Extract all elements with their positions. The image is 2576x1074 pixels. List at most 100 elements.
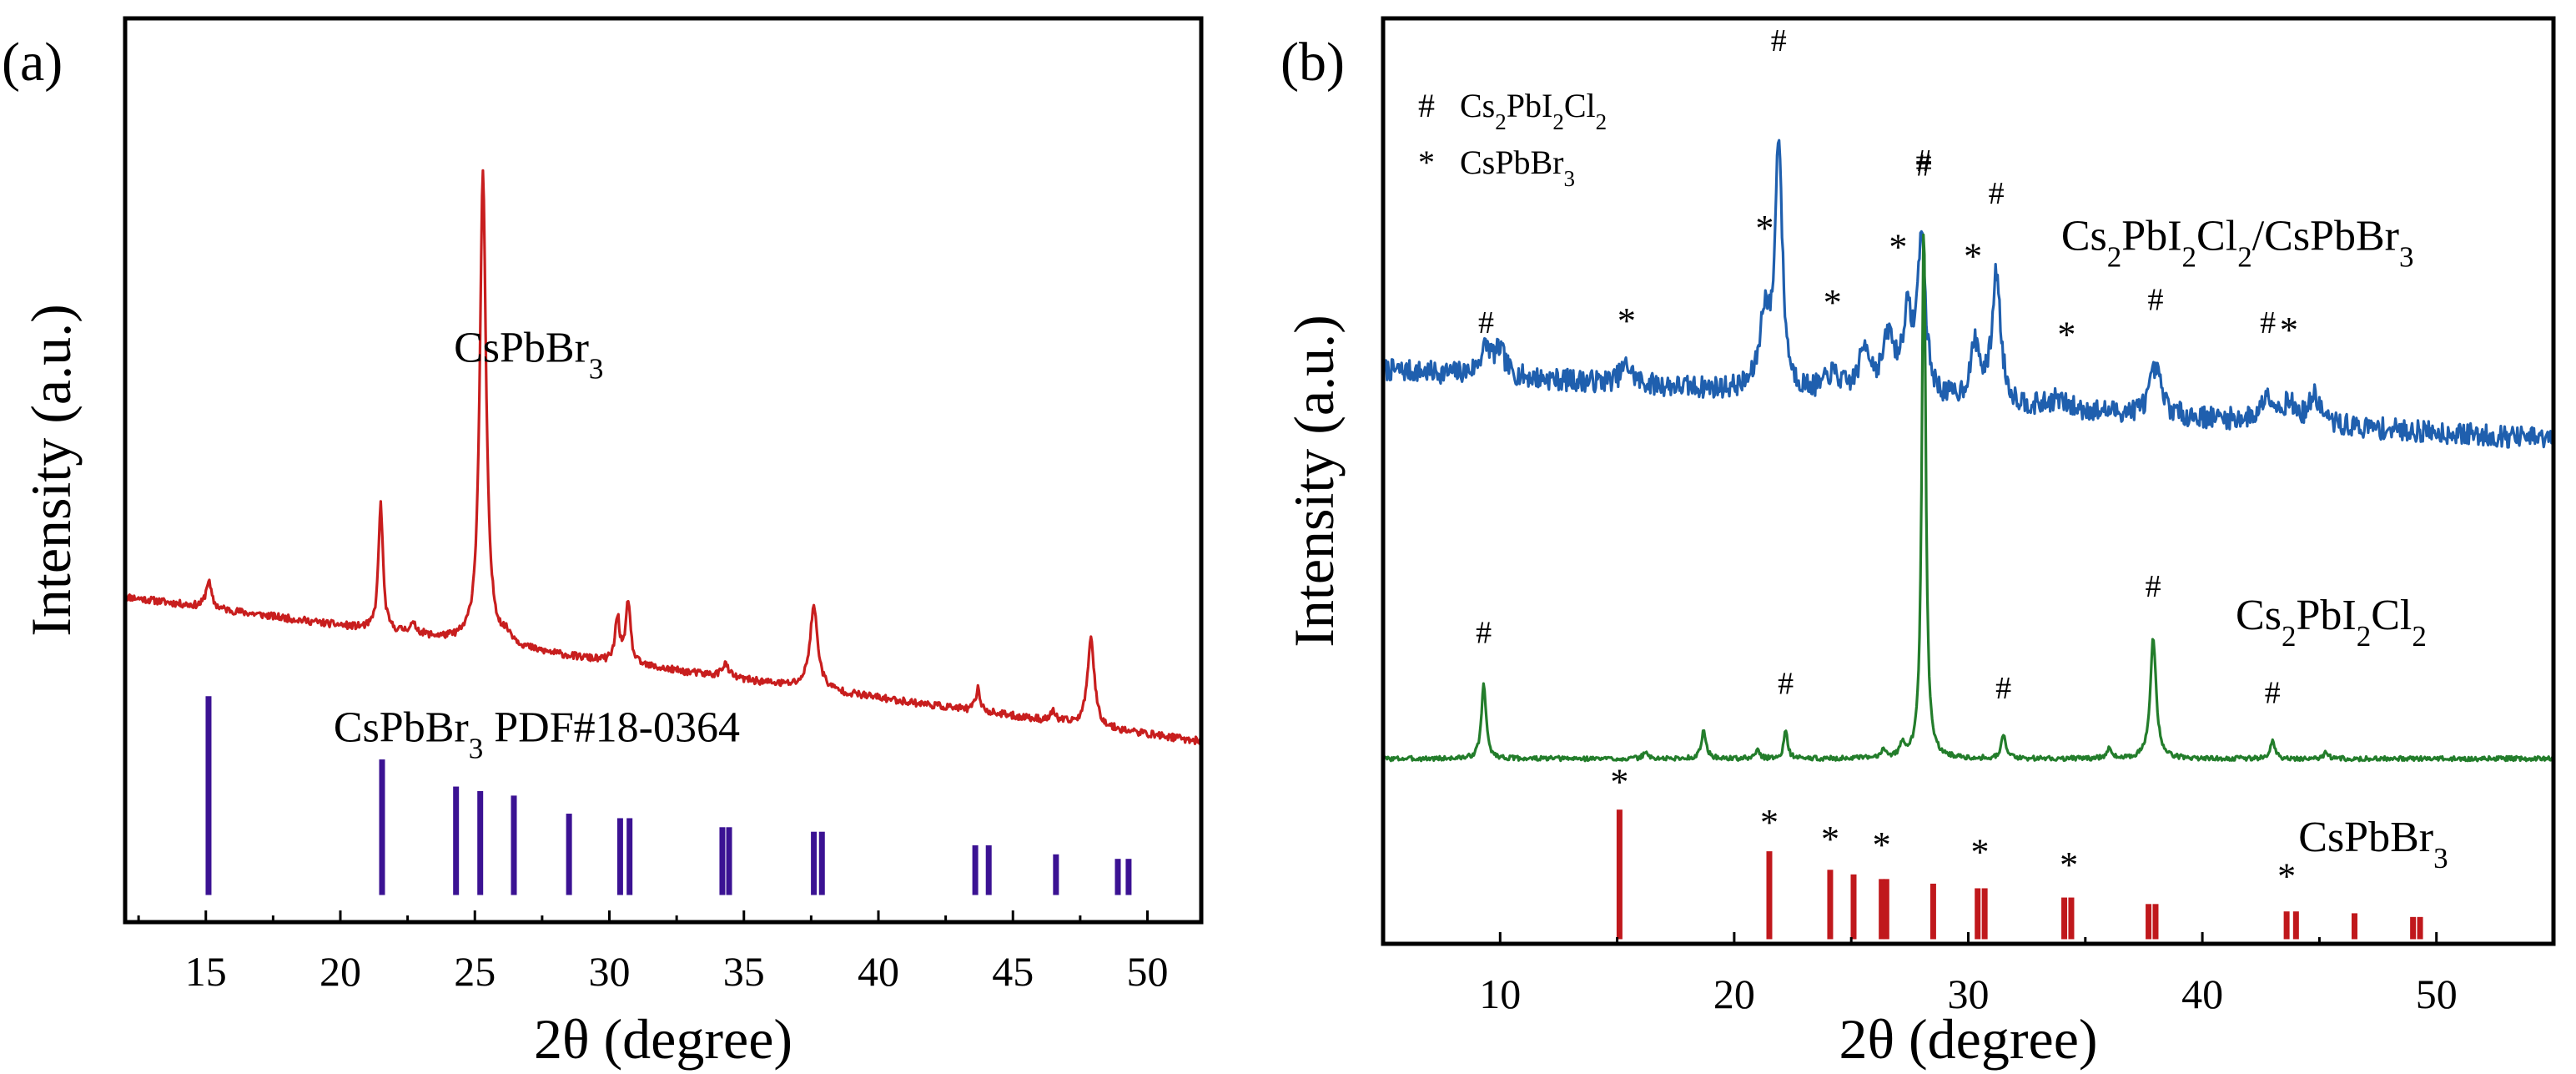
reference-stick — [1850, 874, 1857, 940]
reference-stick — [566, 814, 572, 895]
x-tick-label: 25 — [454, 948, 496, 995]
x-tick-label: 35 — [723, 948, 765, 995]
legend-symbol: * — [1418, 144, 1435, 181]
reference-stick — [2410, 916, 2417, 940]
panel-label: (a) — [2, 32, 63, 93]
reference-stick — [2068, 897, 2075, 940]
star-marker: * — [2057, 315, 2075, 355]
reference-stick — [453, 786, 460, 895]
pattern-line — [124, 169, 1203, 745]
star-marker: * — [2060, 845, 2078, 885]
reference-stick — [2152, 904, 2159, 940]
star-marker: * — [2280, 310, 2298, 350]
x-tick-label: 40 — [2181, 971, 2223, 1017]
reference-stick — [985, 845, 992, 895]
reference-stick — [2283, 911, 2290, 940]
star-marker: * — [1821, 819, 1839, 860]
hash-marker: # — [1989, 176, 2005, 211]
panel-label: (b) — [1280, 32, 1345, 93]
reference-stick — [1053, 854, 1059, 895]
reference-stick — [1929, 883, 1936, 940]
star-marker: * — [1889, 226, 1907, 267]
x-tick-label: 30 — [1948, 971, 1990, 1017]
reference-stick — [2061, 897, 2068, 940]
hash-marker: # — [1916, 144, 1932, 179]
star-marker: * — [1971, 832, 1990, 873]
hash-marker: # — [2265, 676, 2281, 711]
series-cs2pbi2cl2-pattern: # # # # # # — [1381, 144, 2555, 763]
hash-marker: # — [1771, 23, 1787, 58]
x-axis: 10 20 30 40 50 — [1381, 932, 2555, 1017]
reference-stick — [1125, 859, 1132, 895]
reference-stick — [818, 831, 825, 895]
x-tick-label: 45 — [992, 948, 1034, 995]
reference-stick — [1975, 888, 1981, 940]
legend-label-cspbbr3: CsPbBr3 — [1460, 144, 1575, 191]
pattern-line — [1381, 139, 2555, 449]
star-marker: * — [1964, 235, 1982, 276]
reference-stick — [2351, 913, 2357, 940]
star-marker: * — [1610, 761, 1628, 802]
legend-label-cs2pbi2cl2: Cs2PbI2Cl2 — [1460, 87, 1607, 134]
reference-stick — [205, 696, 212, 895]
y-axis-label: Intensity (a.u.) — [19, 304, 83, 636]
x-tick-label: 40 — [858, 948, 899, 995]
hash-marker: # — [2146, 569, 2161, 604]
star-marker: * — [1824, 282, 1842, 323]
x-axis-label: 2θ (degree) — [534, 1007, 792, 1071]
axes-frame — [123, 16, 1204, 925]
hash-marker: # — [2260, 305, 2276, 340]
x-tick-label: 20 — [319, 948, 361, 995]
star-marker: * — [1618, 300, 1636, 341]
reference-stick — [1114, 859, 1121, 895]
reference-stick — [511, 795, 517, 895]
series-cspbbr3-pdf-18-0364-reference — [205, 696, 1132, 895]
x-tick-label: 10 — [1479, 971, 1521, 1017]
reference-stick — [2292, 911, 2299, 940]
series-cspbbr3-reference: * * * * * * * — [1610, 761, 2423, 940]
hash-marker: # — [1995, 671, 2011, 706]
star-marker: * — [1755, 208, 1774, 249]
legend: # Cs2PbI2Cl2 * CsPbBr3 — [1418, 87, 1607, 191]
annotation-cspbbr3: CsPbBr3 — [2298, 814, 2448, 875]
star-marker: * — [1873, 824, 1891, 865]
panel-a: CsPbBr3 CsPbBr3 PDF#18-0364 15 20 25 30 35 40 45… — [2, 16, 1204, 1071]
annotation-cs2pbi2cl2: Cs2PbI2Cl2 — [2236, 592, 2427, 653]
reference-stick — [1827, 870, 1834, 940]
pattern-line — [1381, 233, 2555, 763]
x-axis: 15 20 25 30 35 40 45 50 — [137, 910, 1169, 995]
reference-stick — [379, 759, 385, 895]
legend-symbol: # — [1418, 87, 1435, 124]
hash-marker: # — [2147, 282, 2163, 317]
series-cs2pbi2cl2-cspbbr3-pattern: # **#**#*#*## * — [1381, 23, 2555, 449]
reference-stick — [626, 818, 633, 895]
panel-b: # **#**#*#*## *######** * * * * *Cs2PbI2Cl2/CsP… — [1280, 16, 2556, 1071]
reference-stick — [616, 818, 623, 895]
hash-marker: # — [1476, 616, 1492, 651]
reference-stick — [1766, 851, 1773, 940]
reference-stick — [477, 790, 484, 895]
star-marker: * — [1760, 802, 1779, 843]
hash-marker: # — [1478, 305, 1494, 340]
star-marker: * — [2277, 855, 2296, 896]
reference-stick — [1879, 879, 1885, 940]
x-tick-label: 15 — [185, 948, 227, 995]
x-axis-label: 2θ (degree) — [1839, 1007, 2097, 1071]
reference-stick — [1883, 879, 1889, 940]
reference-stick — [1616, 809, 1623, 940]
x-tick-label: 20 — [1713, 971, 1755, 1017]
y-axis-label: Intensity (a.u.) — [1282, 315, 1346, 647]
reference-stick — [1981, 888, 1988, 940]
reference-stick — [811, 831, 818, 895]
reference-stick — [2417, 916, 2423, 940]
reference-stick — [2146, 904, 2152, 940]
x-tick-label: 50 — [1127, 948, 1169, 995]
reference-stick — [726, 827, 732, 895]
annotation-cspbbr3: CsPbBr3 — [454, 325, 603, 386]
reference-stick — [972, 845, 979, 895]
reference-stick — [719, 827, 726, 895]
series-cspbbr3-pattern — [124, 169, 1203, 745]
annotation-cs2pbi2cl2-cspbbr3: Cs2PbI2Cl2/CsPbBr3 — [2061, 212, 2414, 273]
x-tick-label: 30 — [589, 948, 631, 995]
